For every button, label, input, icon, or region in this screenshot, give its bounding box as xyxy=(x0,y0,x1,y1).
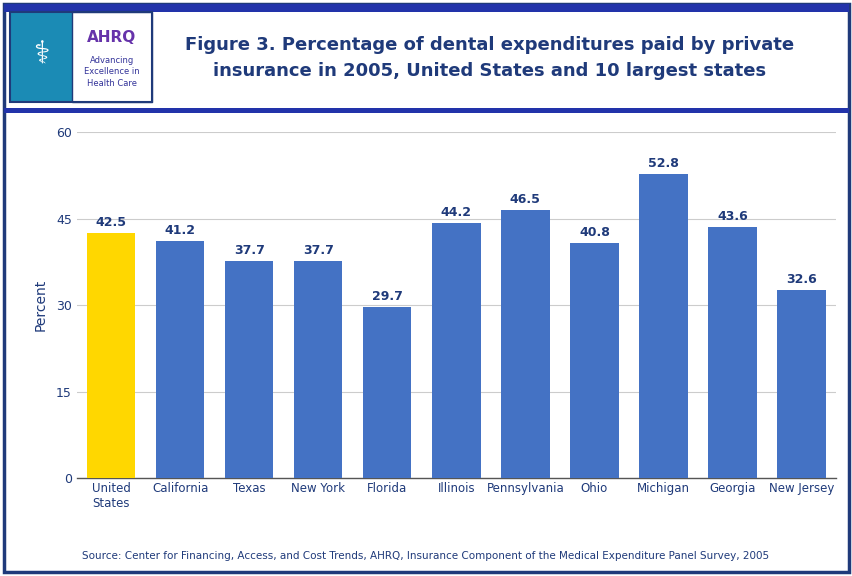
Bar xyxy=(432,223,480,478)
Text: Advancing
Excellence in
Health Care: Advancing Excellence in Health Care xyxy=(84,56,140,88)
Bar xyxy=(72,12,152,102)
Bar xyxy=(294,261,342,478)
Text: Figure 3. Percentage of dental expenditures paid by private
insurance in 2005, U: Figure 3. Percentage of dental expenditu… xyxy=(185,36,793,79)
Text: Source: Center for Financing, Access, and Cost Trends, AHRQ, Insurance Component: Source: Center for Financing, Access, an… xyxy=(83,551,769,561)
Text: 42.5: 42.5 xyxy=(95,216,127,229)
Bar xyxy=(707,227,756,478)
Bar xyxy=(4,4,848,12)
Text: 40.8: 40.8 xyxy=(579,226,609,239)
Bar xyxy=(501,210,549,478)
Bar xyxy=(363,307,411,478)
Text: 43.6: 43.6 xyxy=(717,210,747,223)
Text: 52.8: 52.8 xyxy=(648,157,678,170)
Bar xyxy=(4,108,848,113)
Text: 29.7: 29.7 xyxy=(371,290,402,303)
Text: 37.7: 37.7 xyxy=(302,244,333,257)
Text: 44.2: 44.2 xyxy=(440,206,471,219)
Text: ⚕: ⚕ xyxy=(32,40,49,70)
Bar xyxy=(638,174,687,478)
Y-axis label: Percent: Percent xyxy=(34,279,48,331)
Bar xyxy=(10,12,152,102)
Bar xyxy=(156,241,204,478)
Bar xyxy=(225,261,273,478)
Bar xyxy=(87,233,135,478)
Text: 46.5: 46.5 xyxy=(509,193,540,206)
Text: 32.6: 32.6 xyxy=(786,273,816,286)
Text: 41.2: 41.2 xyxy=(164,223,196,237)
Text: AHRQ: AHRQ xyxy=(87,31,136,46)
Bar xyxy=(10,12,72,102)
Bar xyxy=(569,243,618,478)
Bar xyxy=(776,290,825,478)
Text: 37.7: 37.7 xyxy=(233,244,264,257)
